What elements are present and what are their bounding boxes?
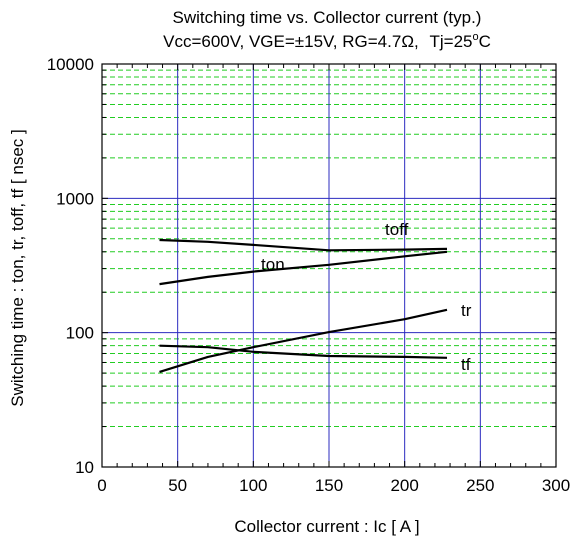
series-line-tf bbox=[159, 344, 448, 359]
y-tick-label: 1000 bbox=[56, 189, 94, 208]
x-axis-label: Collector current : Ic [ A ] bbox=[234, 517, 419, 536]
conditions-degree: o bbox=[472, 31, 478, 43]
x-tick-label: 250 bbox=[466, 476, 494, 495]
series-group bbox=[159, 238, 448, 373]
series-line-toff bbox=[159, 238, 448, 252]
y-axis-label: Switching time : ton, tr, toff, tf [ nse… bbox=[8, 129, 27, 406]
y-tick-label: 100 bbox=[66, 324, 94, 343]
x-tick-label: 0 bbox=[97, 476, 106, 495]
series-label-tf: tf bbox=[461, 355, 471, 374]
y-tick-label: 10000 bbox=[47, 55, 94, 74]
plot-frame bbox=[101, 63, 557, 468]
conditions-unit: C bbox=[479, 32, 491, 51]
x-tick-label: 50 bbox=[168, 476, 187, 495]
conditions-tj: Tj=25 bbox=[429, 32, 472, 51]
series-line-ton bbox=[159, 250, 448, 286]
conditions-prefix: Vcc=600V, VGE=±15V, RG=4.7Ω, bbox=[163, 32, 419, 51]
x-tick-label: 100 bbox=[239, 476, 267, 495]
series-label-tr: tr bbox=[461, 301, 472, 320]
series-label-toff: toff bbox=[385, 220, 409, 239]
x-tick-label: 300 bbox=[542, 476, 570, 495]
x-tick-label: 200 bbox=[390, 476, 418, 495]
series-label-ton: ton bbox=[261, 255, 285, 274]
chart-title: Switching time vs. Collector current (ty… bbox=[173, 8, 482, 27]
labels-group: Switching time vs. Collector current (ty… bbox=[8, 8, 570, 536]
series-line-tr bbox=[159, 308, 448, 373]
x-tick-label: 150 bbox=[315, 476, 343, 495]
chart-conditions: Vcc=600V, VGE=±15V, RG=4.7Ω, Tj=25oC bbox=[163, 31, 491, 51]
y-tick-label: 10 bbox=[75, 458, 94, 477]
